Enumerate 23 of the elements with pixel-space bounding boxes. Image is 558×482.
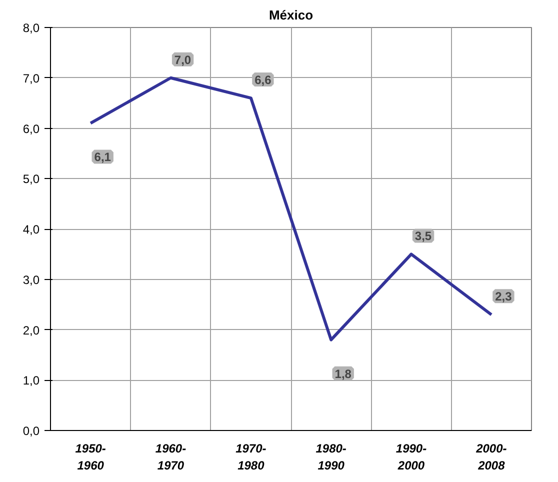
y-tick-label: 6,0 [22, 122, 40, 136]
text: 2,3 [495, 290, 512, 304]
y-tick-label: 0,0 [22, 424, 40, 438]
y-tick-label: 8,0 [22, 21, 40, 35]
text: 3,5 [414, 229, 432, 244]
x-tick-label: 1970- 1980 [236, 442, 266, 472]
x-tick-label: 1960- 1970 [155, 442, 186, 472]
text: 6,6 [254, 73, 272, 88]
y-tick-label: 7,0 [22, 71, 40, 86]
x-tick-label: 2000- 2008 [475, 442, 507, 472]
x-tick-label: 1950- 1960 [75, 442, 106, 472]
y-tick-label: 5,0 [22, 172, 40, 186]
text: 1,8 [334, 366, 352, 381]
x-tick-label: 1980- 1990 [316, 442, 346, 472]
text: 6,1 [94, 150, 111, 164]
line-series [89, 76, 493, 342]
y-tick-label: 3,0 [22, 272, 40, 287]
y-tick-label: 1,0 [22, 374, 40, 388]
chart-title: México [268, 8, 314, 22]
text: 7,0 [174, 52, 192, 67]
y-tick-label: 2,0 [22, 323, 40, 338]
y-tick-label: 4,0 [22, 222, 40, 236]
x-tick-label: 1990- 2000 [396, 442, 427, 472]
